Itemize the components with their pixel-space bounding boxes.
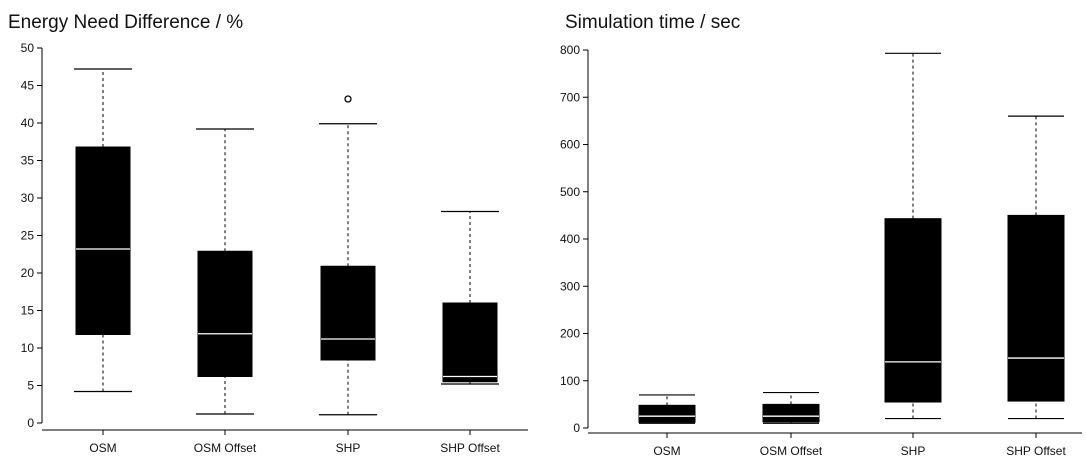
box-shp: [319, 95, 377, 416]
iqr-box: [320, 265, 376, 361]
y-tick-label: 700: [560, 90, 580, 104]
x-tick-label: OSM: [89, 441, 116, 455]
iqr-box: [1007, 214, 1065, 402]
y-tick-label: 500: [560, 185, 580, 199]
x-tick-label: SHP: [336, 441, 361, 455]
energy-boxplot: 0 5 10 15 20 25 30 35 40 45 50 OSM OSM Offset SHP SHP …: [21, 41, 528, 455]
y-tick-label: 30: [21, 191, 35, 205]
x-tick-label: OSM: [653, 444, 680, 458]
box-shp: [884, 52, 942, 420]
y-tick-label: 100: [560, 374, 580, 388]
box-osm: [74, 68, 132, 393]
chart-title: Simulation time / sec: [565, 12, 741, 33]
x-tick-label: OSM Offset: [760, 444, 823, 458]
y-tick-label: 10: [21, 341, 35, 355]
iqr-box: [197, 250, 253, 377]
box-osm: [638, 394, 696, 424]
iqr-box: [638, 404, 696, 423]
y-tick-label: 5: [27, 379, 34, 393]
iqr-box: [442, 302, 498, 383]
x-tick-label: OSM Offset: [194, 441, 257, 455]
iqr-box: [884, 218, 942, 403]
x-tick-label: SHP: [901, 444, 926, 458]
box-osm-offset: [762, 391, 820, 424]
y-tick-label: 40: [21, 116, 35, 130]
y-tick-label: 600: [560, 138, 580, 152]
x-tick-label: SHP Offset: [1006, 444, 1066, 458]
y-tick-label: 20: [21, 266, 35, 280]
y-tick-label: 400: [560, 232, 580, 246]
y-tick-label: 50: [21, 41, 35, 55]
y-tick-label: 0: [27, 416, 34, 430]
iqr-box: [75, 146, 131, 335]
y-tick-label: 35: [21, 154, 35, 168]
y-tick-label: 45: [21, 79, 35, 93]
y-tick-label: 200: [560, 327, 580, 341]
y-tick-label: 800: [560, 43, 580, 57]
iqr-box: [762, 403, 820, 423]
y-tick-label: 0: [573, 421, 580, 435]
outlier-point: [344, 95, 352, 103]
box-shp-offset: [1007, 115, 1065, 420]
box-osm-offset: [196, 128, 254, 415]
y-tick-label: 15: [21, 304, 35, 318]
y-tick-label: 300: [560, 279, 580, 293]
x-tick-label: SHP Offset: [440, 441, 500, 455]
y-tick-label: 25: [21, 229, 35, 243]
box-shp-offset: [441, 210, 499, 385]
chart-title: Energy Need Difference / %: [8, 12, 244, 33]
